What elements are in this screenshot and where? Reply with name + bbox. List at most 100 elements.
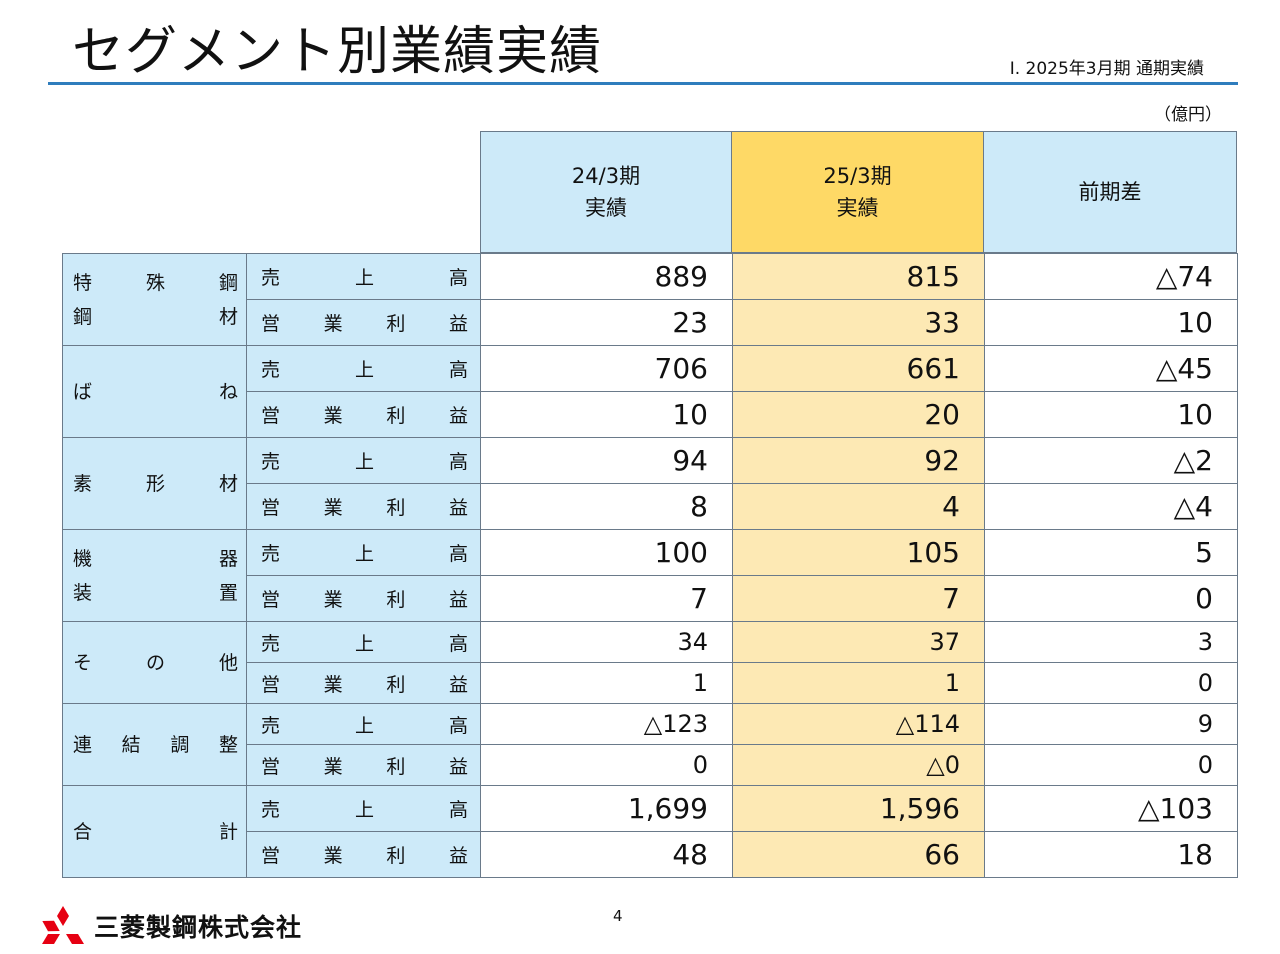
item-label-char: 業 — [323, 673, 343, 696]
value-current-year: 92 — [732, 437, 985, 484]
item-label-char: 営 — [261, 497, 281, 519]
value-yoy-diff: 10 — [984, 299, 1238, 346]
header-yoy-diff: 前期差 — [983, 131, 1237, 253]
segment-name-line: その他 — [73, 646, 238, 680]
value-yoy-diff: 0 — [984, 575, 1238, 622]
segment-name-line: 機器 — [73, 542, 238, 576]
segment-name-char: 機 — [73, 547, 93, 570]
value-prev-year: 1,699 — [480, 785, 733, 832]
item-label-char: 業 — [323, 497, 343, 519]
segment-name-char: 調 — [170, 733, 190, 756]
item-label-char: 業 — [323, 845, 343, 867]
segment-name-line: 合計 — [73, 815, 238, 849]
value-yoy-diff: 5 — [984, 529, 1238, 576]
item-label-char: 営 — [261, 673, 281, 696]
value-prev-year: 7 — [480, 575, 733, 622]
segment-name-char: 計 — [218, 820, 238, 843]
segment-results-table: 特殊鋼鋼材売上高 889 815 △74 営業利益 23 33 10 ばね売上高 706 661 △4… — [62, 253, 1238, 878]
segment-name-cell: 合計 — [62, 785, 247, 878]
table-row: 営業利益 0 △0 0 — [63, 744, 1238, 786]
item-label-char: 上 — [354, 714, 374, 737]
item-label-char: 高 — [448, 267, 468, 289]
item-label-char: 高 — [448, 714, 468, 737]
value-yoy-diff: △45 — [984, 345, 1238, 392]
segment-name-char: 連 — [73, 733, 93, 756]
value-yoy-diff: △103 — [984, 785, 1238, 832]
value-yoy-diff: △74 — [984, 253, 1238, 300]
segment-name-cell: 機器装 置 — [62, 529, 247, 622]
value-current-year: △0 — [732, 744, 985, 786]
item-label-char: 上 — [354, 359, 374, 381]
value-prev-year: 706 — [480, 345, 733, 392]
item-label-char: 益 — [448, 845, 468, 867]
item-sales-cell: 売上高 — [246, 437, 481, 484]
header-current-year-period: 25/3期 — [823, 164, 892, 188]
segment-name-char: 素 — [73, 472, 93, 495]
item-label-char: 利 — [386, 673, 406, 696]
item-label-char: 利 — [386, 755, 406, 778]
table-row: そ の 他売 上 高 34 37 3 — [62, 621, 1238, 704]
item-profit-cell: 営業利益 — [246, 299, 481, 346]
item-label-char: 益 — [448, 313, 468, 335]
item-label-char: 売 — [261, 799, 281, 821]
unit-label: （億円） — [1154, 105, 1222, 125]
item-label-char: 高 — [448, 359, 468, 381]
value-current-year: 20 — [732, 391, 985, 438]
item-label-char: 高 — [448, 451, 468, 473]
segment-name-cell: ばね — [62, 345, 247, 438]
company-name: 三菱製鋼株式会社 — [94, 913, 303, 942]
segment-name-char: 装 — [73, 581, 93, 604]
item-label-char: 利 — [386, 313, 406, 335]
table-row: 特殊鋼鋼材売上高 889 815 △74 — [62, 253, 1238, 346]
value-current-year: 105 — [732, 529, 985, 576]
header-yoy-diff-label: 前期差 — [1078, 180, 1142, 204]
item-profit-cell: 営業利益 — [246, 575, 481, 622]
table-row: 営 業 利 益 8 4 △4 — [63, 483, 1238, 530]
value-yoy-diff: 9 — [984, 703, 1238, 745]
segment-name-line: 特殊鋼 — [73, 266, 238, 300]
item-label-char: 益 — [448, 589, 468, 611]
item-sales-cell: 売上高 — [246, 621, 481, 663]
table-row: 連 結 調 整売 上 高 △123 △114 9 — [62, 703, 1238, 786]
item-label-char: 営 — [261, 313, 281, 335]
table-row: 営 業 利 益 23 33 10 — [63, 299, 1238, 346]
segment-name-char: 材 — [218, 472, 238, 495]
segment-name-char: ね — [218, 380, 238, 403]
value-yoy-diff: 10 — [984, 391, 1238, 438]
item-label-char: 益 — [448, 755, 468, 778]
segment-name-char: 鋼 — [73, 305, 93, 328]
item-label-char: 営 — [261, 755, 281, 778]
item-label-char: 売 — [261, 359, 281, 381]
value-current-year: 1,596 — [732, 785, 985, 832]
item-label-char: 上 — [354, 799, 374, 821]
segment-name-char: 置 — [218, 581, 238, 604]
header-prev-year-label: 実績 — [585, 196, 627, 220]
value-prev-year: 48 — [480, 831, 733, 878]
value-prev-year: 23 — [480, 299, 733, 346]
table-row: 機器装置売上高 100 105 5 — [62, 529, 1238, 622]
value-prev-year: △123 — [480, 703, 733, 745]
segment-name-char: ば — [73, 380, 93, 403]
item-label-char: 利 — [386, 497, 406, 519]
segment-name-cell: 特殊鋼鋼材 — [62, 253, 247, 346]
segment-name-char: 整 — [218, 733, 238, 756]
item-label-char: 売 — [261, 543, 281, 565]
value-yoy-diff: 0 — [984, 744, 1238, 786]
table-row: 合計売上高 1,699 1,596 △103 — [62, 785, 1238, 878]
title-underline — [48, 82, 1238, 85]
header-prev-year: 24/3期 実績 — [480, 131, 732, 253]
value-current-year: 661 — [732, 345, 985, 392]
three-diamonds-icon — [42, 906, 84, 944]
item-label-char: 益 — [448, 405, 468, 427]
value-yoy-diff: 18 — [984, 831, 1238, 878]
item-label-char: 営 — [261, 845, 281, 867]
value-prev-year: 10 — [480, 391, 733, 438]
item-profit-cell: 営業利益 — [246, 662, 481, 704]
item-profit-cell: 営業利益 — [246, 483, 481, 530]
item-label-char: 高 — [448, 632, 468, 655]
segment-name-line: 鋼材 — [73, 300, 238, 334]
segment-name-char: 鋼 — [218, 271, 238, 294]
segment-name-char: 材 — [218, 305, 238, 328]
segment-name-char: 形 — [145, 472, 165, 495]
